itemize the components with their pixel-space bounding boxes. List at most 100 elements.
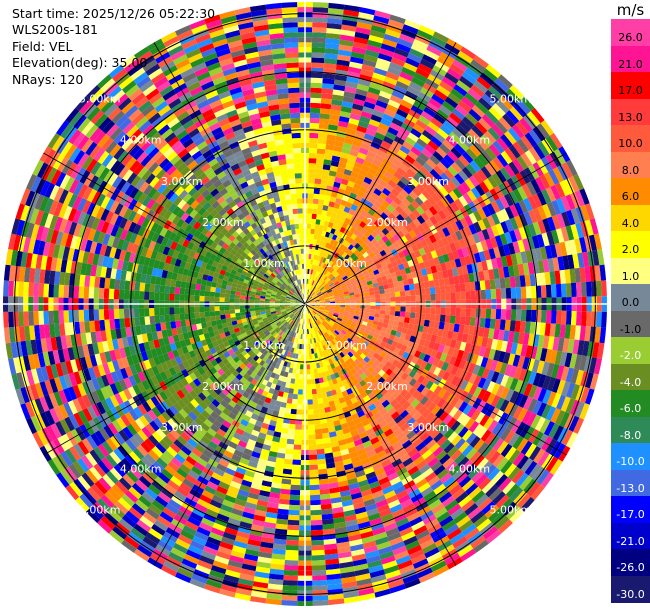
range-gate: [341, 101, 354, 109]
range-gate: [324, 296, 330, 300]
range-gate: [491, 212, 501, 226]
range-gate: [440, 172, 451, 184]
range-gate: [415, 358, 424, 367]
range-gate: [349, 56, 364, 65]
ray: [305, 188, 590, 304]
range-gate: [389, 122, 402, 132]
range-gate: [299, 364, 304, 370]
range-gate: [312, 12, 328, 18]
range-gate: [532, 221, 542, 236]
range-gate: [373, 269, 380, 276]
range-gate: [344, 254, 351, 261]
ray: [305, 280, 607, 304]
range-gate: [423, 199, 433, 210]
range-gate: [394, 311, 401, 317]
range-gate: [359, 7, 376, 16]
range-gate: [435, 351, 443, 360]
range-gate: [484, 147, 497, 160]
range-gate: [384, 258, 392, 265]
range-gate: [422, 274, 429, 282]
range-gate: [356, 245, 364, 253]
range-gate: [432, 327, 439, 336]
range-gate: [413, 142, 425, 153]
range-gate: [313, 270, 317, 276]
range-gate: [408, 229, 417, 239]
range-gate: [520, 135, 534, 151]
range-gate: [309, 274, 313, 280]
range-gate: [284, 559, 299, 566]
range-gate: [441, 361, 450, 372]
range-gate: [536, 402, 547, 417]
range-gate: [321, 230, 327, 237]
range-gate: [312, 2, 329, 8]
range-gate: [512, 141, 525, 156]
range-gate: [504, 364, 513, 377]
range-gate: [418, 152, 430, 163]
range-gate: [546, 362, 555, 377]
range-gate: [523, 225, 532, 239]
range-gate: [480, 289, 487, 300]
range-gate: [324, 306, 330, 309]
range-gate: [471, 354, 479, 365]
range-gate: [331, 99, 343, 107]
range-gate: [433, 321, 440, 329]
range-gate: [408, 283, 415, 291]
range-gate: [364, 155, 375, 164]
range-gate: [490, 200, 501, 213]
range-gate: [322, 291, 328, 296]
range-gate: [312, 269, 316, 276]
range-gate: [515, 309, 522, 321]
range-gate: [432, 31, 450, 44]
range-gate: [370, 245, 377, 252]
range-gate: [374, 309, 381, 314]
range-gate: [464, 316, 471, 326]
range-gate: [453, 240, 462, 251]
range-gate: [315, 438, 324, 445]
range-gate: [474, 317, 481, 327]
range-gate: [389, 287, 395, 293]
range-gate: [333, 181, 341, 189]
range-gate: [320, 108, 331, 115]
range-gate: [310, 102, 321, 109]
range-gate: [435, 293, 441, 301]
range-gate: [435, 248, 443, 257]
range-gate: [343, 206, 351, 214]
range-gate: [487, 127, 501, 141]
range-gate: [404, 346, 412, 354]
range-gate: [467, 128, 481, 142]
range-gate: [314, 173, 323, 180]
range-gate: [448, 190, 459, 202]
range-gate: [320, 256, 325, 263]
range-gate: [343, 291, 350, 295]
range-gate: [459, 316, 466, 326]
range-gate: [592, 249, 600, 266]
range-gate: [444, 72, 459, 85]
range-gate: [407, 278, 414, 285]
range-gate: [311, 37, 326, 44]
range-gate: [292, 454, 302, 460]
range-gate: [484, 89, 500, 104]
range-gate: [526, 111, 541, 127]
range-gate: [493, 349, 501, 362]
range-gate: [310, 97, 322, 104]
range-gate: [522, 262, 530, 276]
range-gate: [384, 343, 392, 350]
range-gate: [308, 297, 314, 302]
range-gate: [474, 121, 488, 135]
range-gate: [490, 308, 497, 320]
range-gate: [333, 292, 339, 296]
range-gate: [459, 379, 469, 391]
range-gate: [344, 235, 351, 242]
range-gate: [409, 177, 420, 188]
range-gate: [481, 260, 489, 271]
range-gate: [337, 49, 352, 57]
range-gate: [314, 307, 319, 311]
range-gate: [318, 133, 328, 140]
range-gate: [505, 254, 513, 267]
range-gate: [443, 168, 455, 180]
range-gate: [369, 29, 386, 39]
range-gate: [367, 123, 379, 132]
range-gate: [468, 175, 480, 188]
range-gate: [495, 384, 505, 398]
range-gate: [395, 331, 402, 338]
